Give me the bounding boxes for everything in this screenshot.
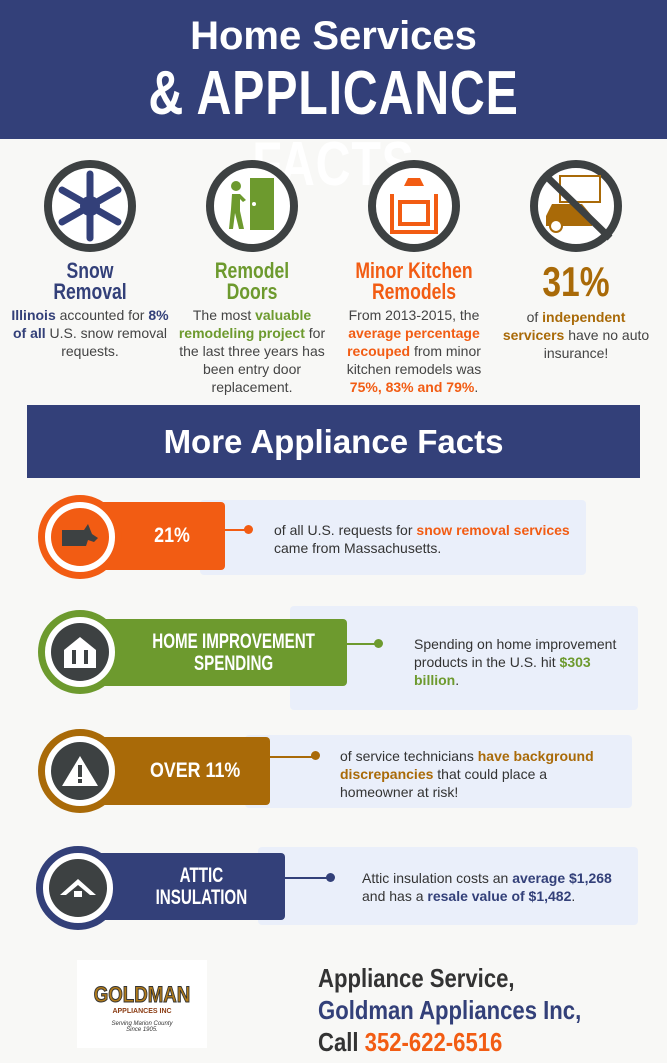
title-line2: & APPLICANCE FACTS — [148, 59, 519, 199]
fact-text: The most valuable remodeling project for… — [178, 307, 326, 395]
connector-dot — [374, 639, 383, 648]
row-icon — [38, 610, 122, 694]
fact-insurance: 31% of independent servicers have no aut… — [496, 160, 656, 362]
row-text: of service technicians have background d… — [340, 748, 594, 800]
row-icon — [38, 729, 122, 813]
fact-text: From 2013-2015, the average percentage r… — [346, 307, 482, 395]
fact-card — [290, 606, 638, 710]
row-text: Attic insulation costs an average $1,268… — [362, 870, 612, 904]
row-text: of all U.S. requests for snow removal se… — [274, 522, 570, 556]
fact-doors: Remodel Doors The most valuable remodelin… — [172, 160, 332, 396]
phone-link[interactable]: 352-622-6516 — [364, 1027, 503, 1057]
fact-card — [245, 735, 632, 808]
fact-title: Doors — [226, 279, 278, 304]
row-icon — [38, 495, 122, 579]
connector-dot — [311, 751, 320, 760]
fact-title: Remodel — [214, 258, 290, 283]
header: Home Services & APPLICANCE FACTS — [0, 0, 667, 199]
title-line1: Home Services — [190, 14, 477, 58]
fact-title: Removal — [53, 279, 127, 304]
section-banner: More Appliance Facts — [27, 405, 640, 478]
goldman-logo: GOLDMAN APPLIANCES INC Serving Marion Co… — [77, 960, 207, 1048]
massachusetts-map-icon — [51, 508, 109, 566]
footer-contact: Appliance Service, Goldman Appliances In… — [318, 963, 582, 1057]
attic-icon — [49, 859, 107, 917]
warning-icon — [51, 742, 109, 800]
stove-icon — [368, 160, 460, 252]
fact-title: 31% — [542, 258, 610, 305]
fact-title: Minor Kitchen — [355, 258, 473, 283]
no-insurance-icon — [530, 160, 622, 252]
fact-text: Illinois accounted for 8% of all U.S. sn… — [11, 307, 169, 359]
fact-snow: Snow Removal Illinois accounted for 8% of… — [10, 160, 170, 360]
fact-kitchen: Minor Kitchen Remodels From 2013-2015, th… — [334, 160, 494, 396]
row-text: Spending on home improvement products in… — [414, 636, 617, 688]
fact-tab: HOME IMPROVEMENT SPENDING — [80, 619, 347, 686]
fact-card — [200, 500, 586, 575]
door-icon — [206, 160, 298, 252]
fact-title: Remodels — [371, 279, 457, 304]
connector-dot — [244, 525, 253, 534]
connector-dot — [326, 873, 335, 882]
fact-title: Snow — [66, 258, 114, 283]
fact-text: of independent servicers have no auto in… — [502, 309, 650, 361]
fact-card — [258, 847, 638, 925]
snowflake-icon — [44, 160, 136, 252]
row-icon — [36, 846, 120, 930]
house-tools-icon — [51, 623, 109, 681]
